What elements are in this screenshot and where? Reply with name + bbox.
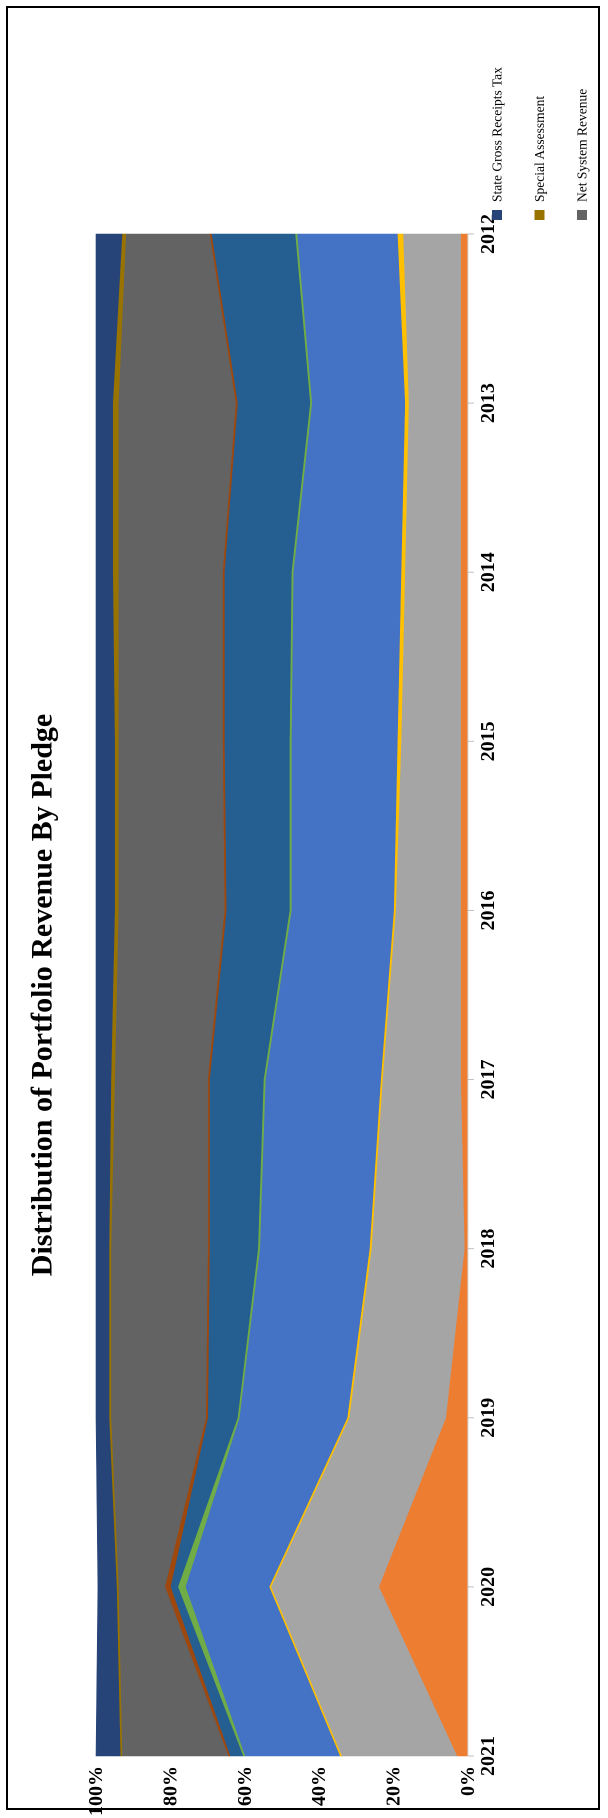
legend-label: State Gross Receipts Tax: [490, 67, 505, 202]
x-tick-label: 2017: [477, 1060, 499, 1100]
x-tick-label: 2019: [477, 1398, 499, 1438]
x-tick-label: 2021: [477, 1736, 499, 1776]
y-tick-label: 60%: [234, 1766, 256, 1806]
x-tick-label: 2018: [477, 1229, 499, 1269]
legend-label: Special Assessment: [532, 96, 547, 202]
x-tick-label: 2016: [477, 890, 499, 930]
y-tick-label: 100%: [85, 1766, 107, 1816]
y-tick-label: 80%: [159, 1766, 181, 1806]
chart-frame: [6, 6, 600, 1810]
x-tick-label: 2013: [477, 383, 499, 423]
y-tick-label: 40%: [308, 1766, 330, 1806]
area-series-9: [95, 233, 123, 1757]
legend-swatch: [492, 210, 502, 220]
legend-label: Net System Revenue: [575, 89, 590, 202]
x-tick-label: 2020: [477, 1567, 499, 1607]
x-tick-label: 2014: [477, 552, 499, 592]
y-tick-label: 0%: [457, 1766, 479, 1796]
x-tick-label: 2015: [477, 721, 499, 761]
legend-swatch: [577, 210, 587, 220]
x-tick-label: 2012: [477, 214, 499, 254]
legend-swatch: [534, 210, 545, 220]
y-tick-label: 20%: [383, 1766, 405, 1806]
chart-title: Distribution of Portfolio Revenue By Ple…: [26, 714, 59, 1276]
